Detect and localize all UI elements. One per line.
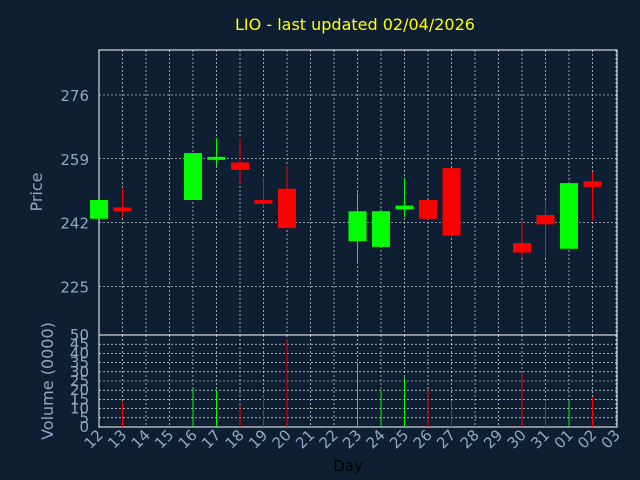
x-ticks: 1213141516171819202122232425262728293031… bbox=[81, 426, 624, 452]
volume-y-tick-label: 20 bbox=[70, 381, 89, 399]
price-y-ticks: 225 242 259 276 bbox=[60, 87, 89, 296]
volume-y-tick-label: 30 bbox=[70, 363, 89, 381]
x-tick-label: 26 bbox=[410, 426, 436, 452]
x-tick-label: 31 bbox=[527, 426, 553, 452]
volume-y-tick-label: 15 bbox=[70, 390, 89, 408]
candle bbox=[90, 200, 108, 219]
candle-body bbox=[278, 188, 296, 229]
candle-body bbox=[231, 162, 249, 170]
candle-body bbox=[113, 207, 132, 212]
candle bbox=[207, 138, 226, 167]
candle-body bbox=[254, 200, 273, 204]
candle-body bbox=[90, 200, 108, 219]
x-tick-label: 13 bbox=[104, 426, 130, 452]
volume-y-tick-label: 45 bbox=[70, 335, 89, 353]
x-tick-label: 21 bbox=[292, 426, 318, 452]
candle-body bbox=[560, 183, 578, 249]
candle bbox=[278, 166, 296, 229]
x-tick-label: 18 bbox=[222, 426, 248, 452]
candle bbox=[513, 220, 531, 259]
candle bbox=[560, 183, 578, 249]
price-y-tick-label: 225 bbox=[60, 278, 89, 296]
candle-body bbox=[513, 243, 531, 253]
candle bbox=[372, 209, 390, 247]
candle bbox=[583, 171, 602, 221]
volume-y-tick-label: 50 bbox=[70, 326, 89, 344]
candle-body bbox=[207, 156, 226, 160]
candle bbox=[113, 188, 132, 217]
candle-body bbox=[419, 200, 437, 219]
candle bbox=[536, 200, 555, 259]
candle bbox=[395, 177, 414, 217]
candle bbox=[348, 192, 367, 264]
x-tick-label: 02 bbox=[574, 426, 600, 452]
candle-body bbox=[184, 153, 202, 200]
price-axis-label: Price bbox=[27, 172, 46, 211]
x-tick-label: 20 bbox=[269, 426, 295, 452]
x-tick-label: 23 bbox=[339, 426, 365, 452]
volume-y-tick-label: 40 bbox=[70, 344, 89, 362]
volume-y-tick-label: 25 bbox=[70, 372, 89, 390]
x-tick-label: 14 bbox=[128, 426, 154, 452]
x-tick-label: 03 bbox=[598, 426, 624, 452]
candle bbox=[254, 177, 273, 208]
candle-body bbox=[442, 168, 461, 236]
x-tick-label: 29 bbox=[480, 426, 506, 452]
candle-body bbox=[583, 181, 602, 187]
x-tick-label: 28 bbox=[457, 426, 483, 452]
chart-title: LIO - last updated 02/04/2026 bbox=[235, 15, 475, 34]
candles bbox=[90, 138, 602, 264]
candle-body bbox=[536, 215, 555, 225]
x-tick-label: 01 bbox=[551, 426, 577, 452]
x-tick-label: 15 bbox=[151, 426, 177, 452]
volume-y-tick-label: 35 bbox=[70, 354, 89, 372]
x-tick-label: 27 bbox=[433, 426, 459, 452]
x-tick-label: 24 bbox=[363, 426, 389, 452]
x-axis-label: Day bbox=[333, 457, 363, 475]
volume-bars bbox=[122, 338, 593, 427]
candle bbox=[231, 138, 249, 184]
x-tick-label: 16 bbox=[175, 426, 201, 452]
volume-y-tick-label: 5 bbox=[79, 409, 89, 427]
volume-y-tick-label: 10 bbox=[70, 400, 89, 418]
x-tick-label: 19 bbox=[245, 426, 271, 452]
x-tick-label: 25 bbox=[386, 426, 412, 452]
x-tick-label: 17 bbox=[198, 426, 224, 452]
candle bbox=[184, 153, 202, 200]
price-y-tick-label: 242 bbox=[60, 215, 89, 233]
candle-body bbox=[395, 205, 414, 210]
volume-y-tick-label: 0 bbox=[79, 418, 89, 436]
candle bbox=[442, 168, 461, 236]
x-tick-label: 30 bbox=[504, 426, 530, 452]
price-y-tick-label: 259 bbox=[60, 151, 89, 169]
price-y-tick-label: 276 bbox=[60, 87, 89, 105]
volume-axis-label: Volume (0000) bbox=[38, 322, 57, 440]
price-grid bbox=[99, 50, 617, 335]
x-tick-label: 22 bbox=[316, 426, 342, 452]
candle-body bbox=[348, 211, 367, 242]
candle-body bbox=[372, 211, 390, 247]
candle bbox=[419, 200, 437, 219]
